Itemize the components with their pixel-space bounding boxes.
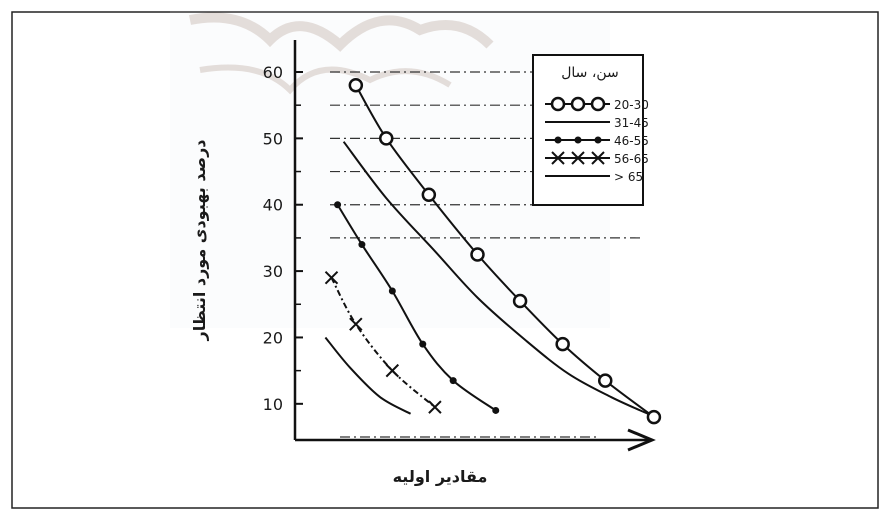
y-tick-label: 20	[263, 328, 283, 347]
legend-marker	[590, 96, 606, 112]
series-1	[348, 78, 662, 425]
data-point	[512, 293, 528, 309]
data-point	[385, 363, 400, 378]
y-tick-label: 60	[263, 63, 283, 82]
series-line	[342, 141, 649, 415]
legend-marker	[570, 96, 586, 112]
data-point	[646, 409, 662, 425]
axes	[293, 40, 656, 452]
data-point	[555, 336, 570, 352]
data-point	[419, 340, 427, 348]
data-point	[449, 377, 457, 385]
y-tick-label: 30	[263, 262, 283, 281]
series-layer	[324, 78, 662, 425]
data-point	[349, 317, 363, 331]
legend-entries: 20-30 31-45 46-55 56-65 > 65	[545, 96, 649, 184]
legend-entry: 46-55	[545, 134, 649, 148]
y-tick-label: 10	[263, 395, 283, 414]
legend-marker	[551, 151, 565, 165]
legend-marker	[571, 151, 585, 165]
series-4	[324, 271, 442, 414]
figure-border	[11, 11, 879, 509]
series-line	[324, 336, 412, 415]
series-2	[342, 141, 649, 415]
y-axis-label: درصد بهبودی مورد انتظار	[190, 139, 209, 341]
data-point	[324, 271, 339, 285]
series-line	[336, 204, 497, 412]
x-axis-label: مقادیر اولیه	[393, 467, 488, 486]
data-point	[358, 241, 366, 249]
legend-marker	[574, 136, 582, 144]
legend-entry: 20-30	[545, 96, 649, 112]
legend-label: 46-55	[614, 134, 649, 148]
data-point	[334, 201, 342, 209]
y-tick-label: 40	[263, 196, 283, 215]
legend-entry: 31-45	[545, 116, 649, 130]
legend-label: 56-65	[614, 152, 649, 166]
legend-marker	[554, 136, 562, 144]
reference-lines	[330, 71, 640, 438]
y-tick-label: 50	[263, 129, 283, 148]
data-point	[492, 406, 500, 414]
data-point	[598, 373, 613, 388]
y-ticks: 10 20 30 40 50 60	[263, 63, 303, 414]
series-3	[334, 201, 500, 414]
legend-label: 31-45	[614, 116, 649, 130]
legend-marker	[550, 96, 566, 112]
x-axis-arrowhead	[627, 428, 656, 452]
legend-frame	[532, 54, 644, 206]
legend-label: 20-30	[614, 98, 649, 112]
legend-marker	[591, 151, 605, 165]
legend-entry: 56-65	[545, 151, 649, 166]
data-point	[421, 187, 437, 203]
series-5	[324, 336, 412, 415]
series-line	[330, 277, 436, 408]
legend-marker	[594, 136, 602, 144]
data-point	[470, 247, 485, 262]
data-point	[388, 287, 396, 295]
data-point	[348, 78, 364, 93]
legend-title: سن، سال	[561, 65, 619, 81]
legend-entry: > 65	[545, 170, 643, 184]
legend-label: > 65	[614, 170, 643, 184]
data-point	[379, 131, 394, 146]
legend: سن، سال 20-30 31-45 46-55 56-65 > 65	[532, 54, 649, 206]
data-point	[428, 400, 442, 414]
